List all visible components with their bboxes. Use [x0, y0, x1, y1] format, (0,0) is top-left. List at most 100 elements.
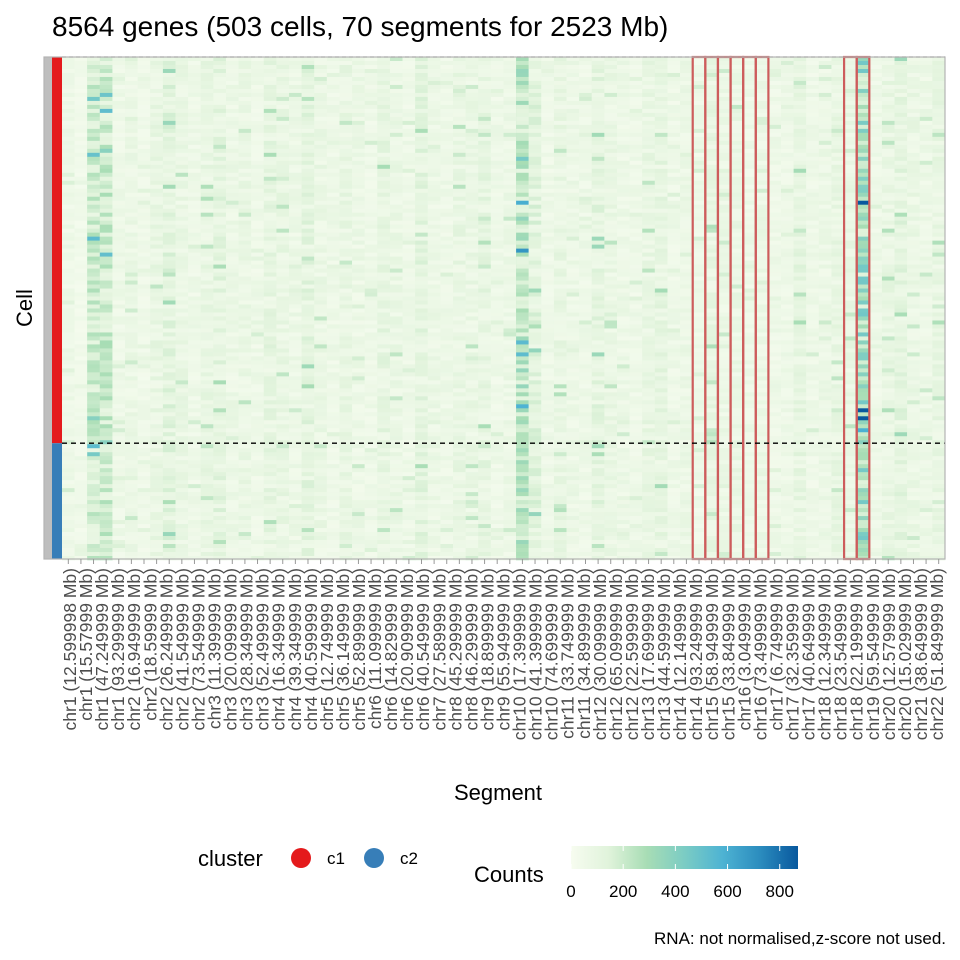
heatmap-cell	[402, 228, 416, 233]
heatmap-cell	[415, 248, 429, 253]
heatmap-cell	[62, 312, 76, 317]
heatmap-cell	[74, 400, 88, 405]
heatmap-cell	[137, 488, 151, 493]
heatmap-cell	[150, 360, 164, 365]
heatmap-cell	[74, 148, 88, 154]
heatmap-cell	[74, 120, 88, 126]
heatmap-cell	[478, 57, 492, 62]
heatmap-cell	[188, 232, 202, 237]
heatmap-cell	[453, 180, 467, 186]
heatmap-cell	[478, 260, 492, 265]
heatmap-cell	[490, 304, 504, 309]
heatmap-cell	[301, 284, 315, 289]
heatmap-cell	[137, 140, 151, 146]
heatmap-cell	[225, 396, 239, 401]
heatmap-cell	[87, 188, 101, 194]
heatmap-cell	[74, 180, 88, 186]
heatmap-cell	[440, 408, 454, 413]
heatmap-cell	[213, 240, 227, 245]
heatmap-cell	[263, 224, 277, 229]
heatmap-cell	[314, 88, 328, 94]
heatmap-cell	[175, 128, 189, 134]
heatmap-cell	[389, 340, 403, 345]
heatmap-cell	[528, 200, 542, 206]
heatmap-cell	[326, 400, 340, 405]
heatmap-cell	[503, 452, 517, 457]
heatmap-cell	[314, 424, 328, 429]
heatmap-cell	[427, 76, 441, 82]
heatmap-cell	[162, 420, 176, 425]
heatmap-cell	[213, 500, 227, 505]
heatmap-cell	[364, 496, 378, 501]
heatmap-cell	[188, 160, 202, 166]
heatmap-cell	[440, 176, 454, 182]
heatmap-cell	[162, 200, 176, 206]
heatmap-cell	[453, 332, 467, 337]
heatmap-cell	[465, 496, 479, 501]
heatmap-cell	[289, 340, 303, 345]
heatmap-cell	[528, 208, 542, 213]
heatmap-cell	[175, 540, 189, 545]
heatmap-cell	[377, 320, 391, 325]
heatmap-cell	[541, 512, 555, 517]
heatmap-cell	[326, 552, 340, 557]
heatmap-cell	[415, 328, 429, 333]
heatmap-cell	[137, 256, 151, 261]
heatmap-cell	[478, 492, 492, 497]
heatmap-cell	[478, 416, 492, 421]
heatmap-cell	[125, 57, 139, 62]
heatmap-cell	[490, 408, 504, 413]
heatmap-cell	[238, 244, 252, 249]
heatmap-cell	[276, 400, 290, 405]
heatmap-cell	[402, 240, 416, 245]
heatmap-segment-column	[490, 57, 504, 561]
heatmap-cell	[478, 224, 492, 229]
heatmap-cell	[503, 516, 517, 521]
heatmap-cell	[402, 344, 416, 349]
heatmap-cell	[415, 240, 429, 245]
heatmap-cell	[225, 540, 239, 545]
heatmap-cell	[478, 108, 492, 114]
heatmap-cell	[314, 544, 328, 549]
heatmap-cell	[427, 544, 441, 549]
heatmap-cell	[541, 448, 555, 453]
heatmap-cell	[541, 68, 555, 74]
heatmap-cell	[389, 184, 403, 190]
heatmap-cell	[175, 188, 189, 194]
heatmap-cell	[440, 380, 454, 385]
heatmap-cell	[251, 224, 265, 229]
heatmap-cell	[225, 96, 239, 102]
heatmap-cell	[150, 176, 164, 182]
heatmap-cell	[402, 256, 416, 261]
heatmap-cell	[62, 320, 76, 325]
heatmap-cell	[150, 276, 164, 281]
heatmap-cell	[541, 136, 555, 142]
heatmap-cell	[415, 244, 429, 249]
heatmap-cell	[238, 508, 252, 513]
heatmap-cell	[528, 328, 542, 333]
heatmap-cell	[453, 448, 467, 453]
heatmap-cell	[225, 92, 239, 98]
heatmap-cell	[314, 68, 328, 74]
heatmap-cell	[263, 304, 277, 309]
heatmap-cell	[427, 292, 441, 297]
heatmap-cell	[427, 344, 441, 349]
heatmap-cell	[188, 220, 202, 225]
heatmap-cell	[490, 480, 504, 485]
heatmap-cell	[251, 180, 265, 186]
heatmap-cell	[478, 540, 492, 545]
heatmap-cell	[62, 516, 76, 521]
heatmap-cell	[175, 324, 189, 329]
heatmap-cell	[99, 524, 113, 529]
heatmap-cell	[339, 392, 353, 397]
heatmap-cell	[150, 320, 164, 325]
heatmap-cell	[238, 356, 252, 361]
heatmap-cell	[541, 292, 555, 297]
heatmap-cell	[516, 364, 530, 369]
heatmap-cell	[326, 244, 340, 249]
heatmap-cell	[402, 180, 416, 186]
heatmap-cell	[301, 216, 315, 221]
heatmap-cell	[528, 348, 542, 353]
heatmap-cell	[478, 472, 492, 477]
heatmap-cell	[352, 512, 366, 517]
